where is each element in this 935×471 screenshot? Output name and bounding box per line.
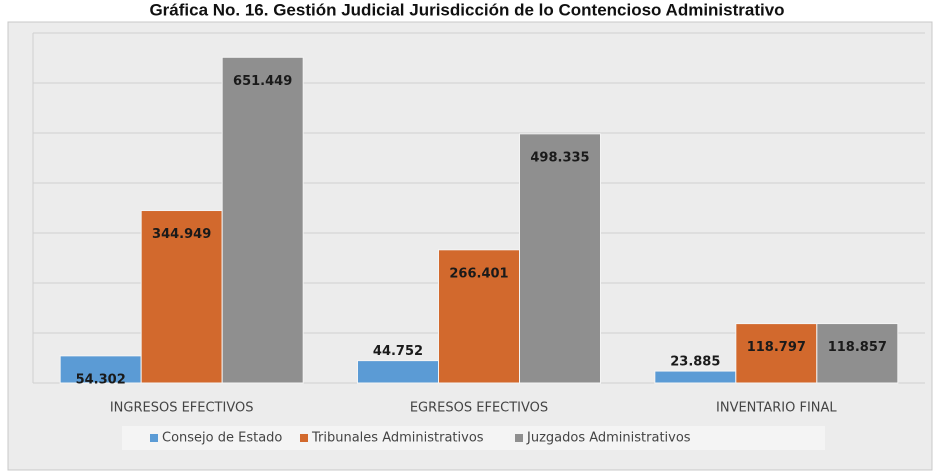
- chart-title: Gráfica No. 16. Gestión Judicial Jurisdi…: [149, 0, 784, 19]
- bar: [357, 360, 439, 384]
- bar: [221, 56, 304, 384]
- bar: [654, 370, 737, 384]
- legend-label: Consejo de Estado: [162, 431, 282, 446]
- bar: [519, 133, 601, 384]
- bar: [140, 210, 223, 384]
- data-label: 498.335: [530, 150, 589, 165]
- legend-label: Juzgados Administrativos: [526, 431, 691, 446]
- legend-swatch: [515, 434, 523, 442]
- bar: [816, 323, 899, 384]
- legend-label: Tribunales Administrativos: [311, 431, 484, 446]
- legend-box: [122, 426, 825, 450]
- data-label: 651.449: [233, 74, 292, 89]
- x-tick-label: EGRESOS EFECTIVOS: [410, 401, 548, 416]
- data-label: 344.949: [152, 227, 211, 242]
- data-label: 118.857: [828, 340, 887, 355]
- x-tick-label: INGRESOS EFECTIVOS: [110, 401, 254, 416]
- data-label: 44.752: [373, 344, 423, 359]
- data-label: 118.797: [747, 340, 806, 355]
- legend-swatch: [300, 434, 308, 442]
- data-label: 23.885: [670, 355, 720, 370]
- x-tick-label: INVENTARIO FINAL: [716, 401, 837, 416]
- data-label: 54.302: [76, 372, 126, 387]
- legend-swatch: [150, 434, 158, 442]
- data-label: 266.401: [449, 266, 508, 281]
- bar: [438, 249, 520, 384]
- bar: [59, 355, 142, 384]
- bar: [735, 323, 818, 384]
